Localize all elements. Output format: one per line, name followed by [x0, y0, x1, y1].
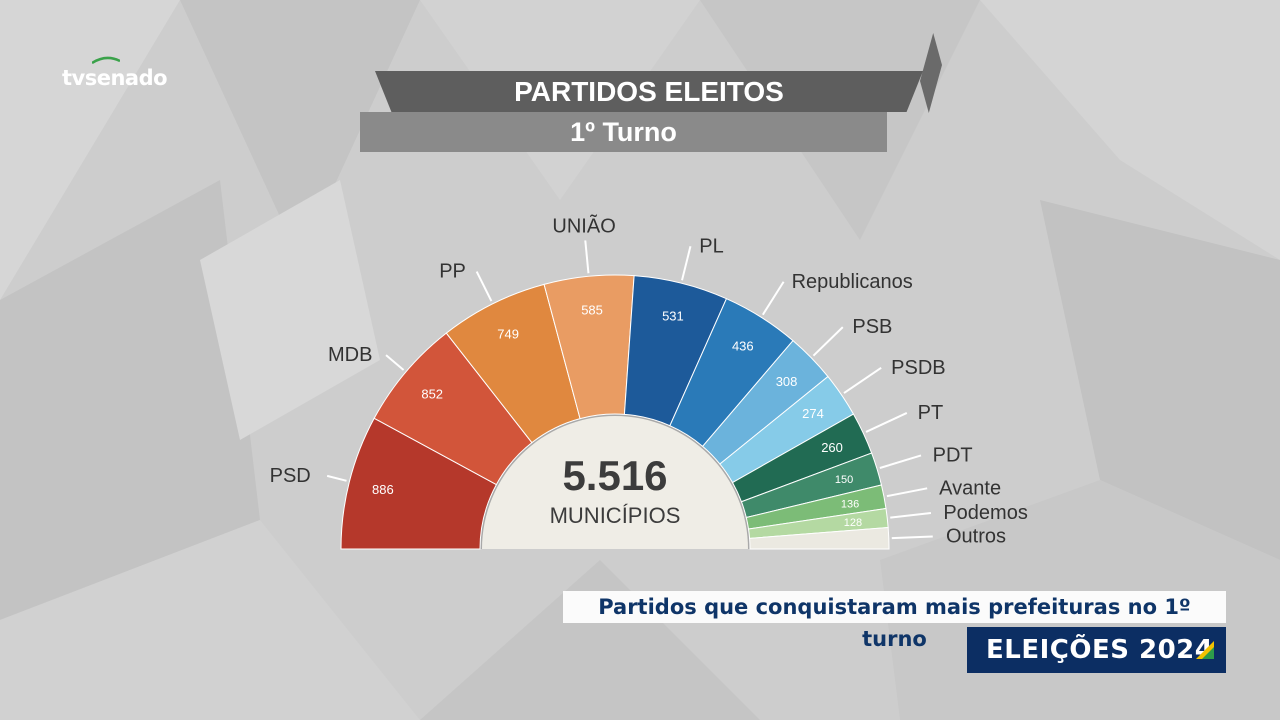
- value-label-união: 585: [581, 303, 603, 318]
- leader-line-mdb: [385, 354, 405, 371]
- category-label-psd: PSD: [270, 465, 311, 487]
- logo-swoosh-icon: [92, 56, 120, 64]
- value-label-pdt: 150: [835, 474, 853, 486]
- slice-outros: [749, 526, 890, 550]
- leader-line-psb: [812, 326, 844, 357]
- leader-line-pl: [681, 246, 692, 281]
- leader-line-avante: [886, 487, 928, 498]
- total-label: MUNICÍPIOS: [550, 503, 681, 528]
- value-label-avante: 136: [841, 498, 859, 510]
- category-label-psdb: PSDB: [891, 357, 945, 379]
- category-label-outros: Outros: [946, 526, 1006, 548]
- value-label-podemos: 128: [844, 517, 862, 529]
- category-label-pdt: PDT: [933, 444, 973, 466]
- category-label-união: UNIÃO: [552, 213, 615, 237]
- leader-line-psd: [326, 474, 347, 482]
- value-label-psb: 308: [776, 374, 798, 389]
- value-label-pt: 260: [821, 440, 843, 455]
- leader-line-podemos: [890, 512, 932, 519]
- category-label-pl: PL: [699, 235, 723, 257]
- page-subtitle: 1º Turno: [360, 112, 887, 152]
- category-label-psb: PSB: [852, 316, 892, 338]
- value-label-psd: 886: [372, 482, 394, 497]
- value-label-republicanos: 436: [732, 338, 754, 353]
- logo-text: tvsenado: [62, 66, 168, 90]
- leader-line-união: [584, 240, 590, 274]
- category-label-pt: PT: [918, 402, 944, 424]
- total-value: 5.516: [562, 452, 667, 499]
- leader-line-psdb: [843, 366, 882, 394]
- leader-line-outros: [891, 535, 933, 540]
- elections-banner: ELEIÇÕES 2024: [967, 627, 1226, 673]
- leader-line-pt: [865, 412, 908, 433]
- value-label-psdb: 274: [802, 406, 824, 421]
- category-label-mdb: MDB: [328, 344, 372, 366]
- category-label-republicanos: Republicanos: [792, 271, 913, 293]
- banner-text: ELEIÇÕES 2024: [986, 635, 1214, 665]
- value-label-pp: 749: [497, 327, 519, 342]
- leader-line-republicanos: [761, 281, 785, 316]
- category-label-avante: Avante: [939, 477, 1001, 499]
- caption-bar: Partidos que conquistaram mais prefeitur…: [563, 591, 1226, 651]
- triangle-icon: [1196, 641, 1214, 659]
- category-label-podemos: Podemos: [943, 502, 1028, 524]
- value-label-pl: 531: [662, 309, 684, 324]
- category-label-pp: PP: [439, 261, 466, 283]
- leader-line-pp: [475, 271, 493, 302]
- page-title: PARTIDOS ELEITOS: [375, 71, 923, 112]
- value-label-mdb: 852: [421, 386, 443, 401]
- tv-senado-logo: tvsenado: [62, 56, 168, 90]
- leader-line-pdt: [879, 454, 922, 469]
